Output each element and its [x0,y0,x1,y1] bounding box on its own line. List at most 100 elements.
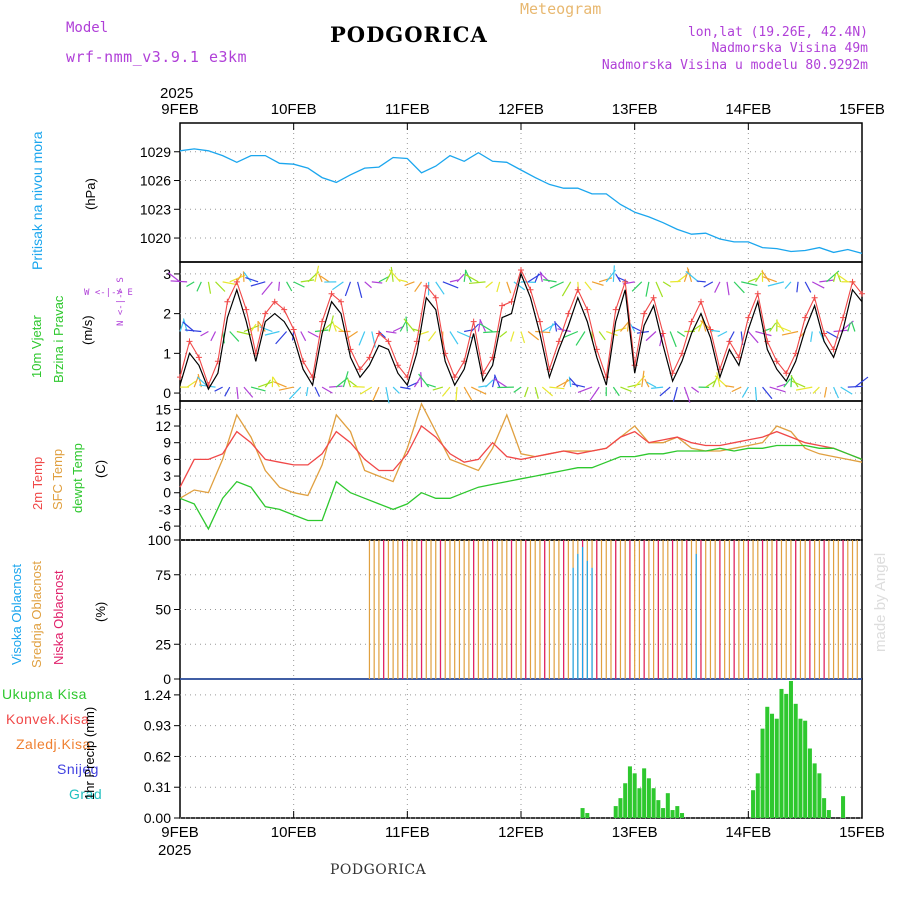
wind-arrow [506,281,512,294]
wind-arrow [344,281,352,297]
time-label-bottom: 10FEB [271,824,317,841]
y-tick-label: 1 [163,345,171,361]
wind-arrow [833,386,840,399]
precip-bar [618,798,623,818]
y-tick-label: 1026 [140,173,171,189]
wind-arrow [754,272,762,283]
gust-marker [697,298,704,305]
wind-arrow [358,331,366,346]
wind-arrow [556,378,572,388]
gust-marker [186,338,193,345]
wind-arrow [632,326,643,333]
precip-bar [841,796,846,818]
wind-arrow [499,331,508,338]
gust-marker [830,346,837,353]
wind-arrow [669,331,677,348]
wind-arrow [273,381,287,388]
y-tick-label: 3 [163,266,171,282]
sfc-temp-line [179,402,863,499]
precip-bar [637,788,642,818]
precip-legend-conv: Konvek.Kisa [6,711,90,727]
gust-marker [499,302,506,309]
wind-arrow [264,330,280,336]
precip-bar [826,810,831,818]
wind-arrow [716,372,721,388]
wind-arrow [783,378,791,388]
y-tick-label: 1029 [140,144,171,160]
wind-arrow [243,271,252,283]
gust-marker [707,326,714,333]
gust-marker [243,306,250,313]
wind-arrow [791,380,806,388]
wind-arrow [371,331,376,348]
wind-arrow [726,281,730,296]
wind-arrow [542,322,557,333]
precip-bar [812,763,817,818]
gust-marker [423,282,430,289]
wind-arrow [543,279,557,283]
wind-arrow [748,277,757,283]
wind-arrow [405,316,408,332]
precip-bar [585,813,590,818]
gust-marker [233,278,240,285]
wind-arrow [554,321,558,332]
wind-arrow [471,386,487,395]
precip-legend-frozen: Zaledj.Kisa [16,736,91,752]
wind-arrow [427,383,436,388]
wind-arrow [714,281,721,293]
y-tick-label: 0 [163,485,171,501]
wind-arrow [577,386,593,394]
wind-arrow [804,281,812,293]
wind-arrow [837,274,849,283]
y-tick-label: 0.93 [144,718,171,734]
gust-marker [536,318,543,325]
wind-arrow [182,321,195,332]
wind-arrow [329,385,343,388]
wind-arrow [796,281,799,293]
wind-arrow [314,329,329,333]
wind-arrow [840,386,853,395]
wind-arrow [385,386,390,404]
wind-arrow [224,386,231,397]
wind-arrow [320,275,330,283]
precip-bar [822,798,827,818]
time-label-top: 13FEB [612,101,658,118]
wind-arrow [332,322,337,332]
wind-arrow [261,281,273,295]
gust-marker [650,294,657,301]
wind-arrow [513,281,526,291]
wind-arrow [781,330,799,336]
wind-arrow [646,381,657,388]
wind-arrow [741,281,758,287]
precip-bar [632,773,637,818]
gust-marker [470,318,477,325]
wind-arrow [629,323,636,332]
y-tick-label: 6 [163,451,171,467]
precip-bar [646,778,651,818]
wind-arrow [372,386,380,402]
wind-arrow [836,271,842,283]
wind-arrow [442,281,459,289]
time-label-top: 9FEB [161,101,199,118]
wind-arrow [676,274,688,283]
pressure-line [179,148,863,255]
gust-marker [754,290,761,297]
y-tick-label: 1.24 [144,687,171,703]
wind-arrow [696,280,706,283]
wind-speed-line [179,271,863,391]
wind-arrow [591,281,604,286]
precip-bar [798,718,803,818]
gust-marker [783,370,790,377]
precip-bar [770,713,775,818]
wind-arrow [795,386,813,391]
gust-marker [840,314,847,321]
wind-arrow [342,371,349,388]
gust-marker [641,310,648,317]
wind-arrow [200,330,209,337]
wind-arrow [328,315,334,332]
wind-arrow [705,380,717,388]
wind-arrow [662,281,672,288]
y-tick-label: 0 [163,385,171,401]
time-label-bottom: 14FEB [725,824,771,841]
